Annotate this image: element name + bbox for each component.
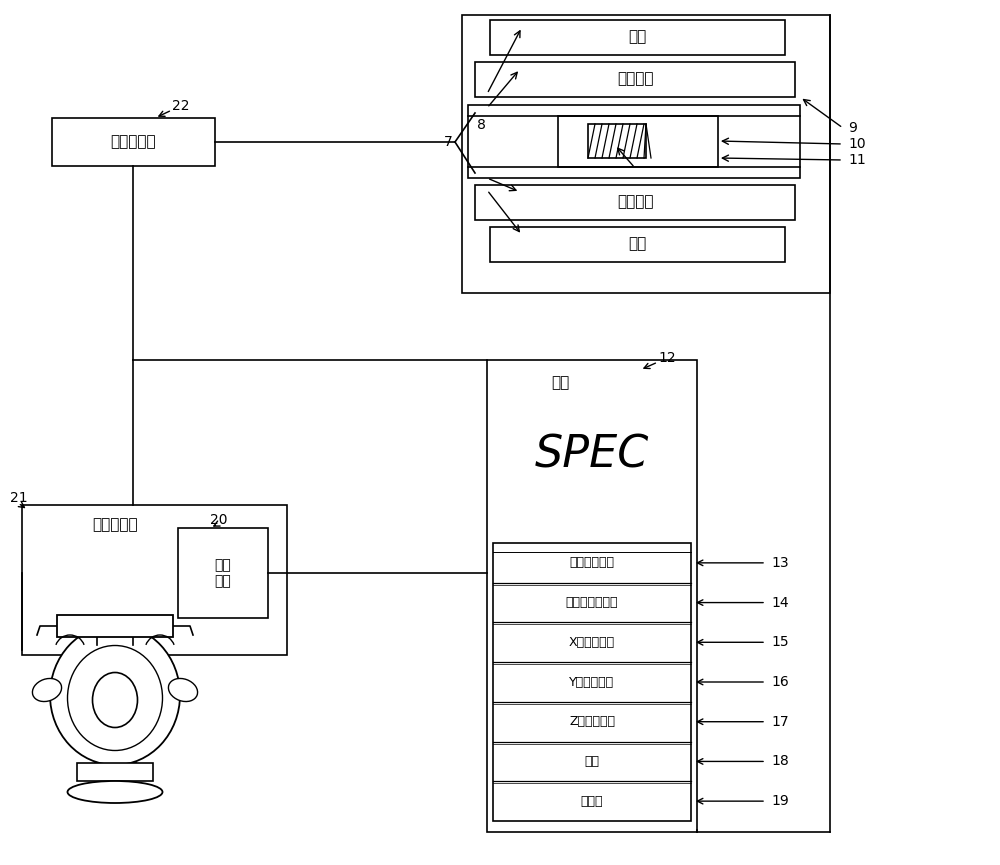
Text: 磁体: 磁体 (628, 236, 646, 252)
Text: 磁体: 磁体 (628, 29, 646, 44)
Text: 水冷机: 水冷机 (581, 795, 603, 808)
Text: 梯度线圈: 梯度线圈 (617, 195, 653, 209)
Bar (493, 543, 691, 821)
Text: 梯度线圈: 梯度线圈 (617, 72, 653, 86)
Text: SPEC: SPEC (535, 433, 649, 477)
Text: 16: 16 (771, 675, 789, 689)
Text: 15: 15 (771, 635, 789, 650)
Bar (475, 62, 795, 97)
Text: 前置放大器: 前置放大器 (110, 134, 156, 150)
Bar (57, 615, 173, 637)
Text: 7: 7 (444, 135, 453, 149)
Text: 电源: 电源 (584, 755, 600, 768)
Text: 显示与操作: 显示与操作 (92, 517, 138, 533)
Text: 13: 13 (771, 556, 789, 570)
Bar (490, 227, 785, 262)
Bar (490, 20, 785, 55)
Text: 21: 21 (10, 491, 28, 505)
Text: 22: 22 (172, 99, 190, 113)
Text: 17: 17 (771, 714, 789, 728)
Ellipse shape (32, 678, 62, 702)
Ellipse shape (168, 678, 198, 702)
Ellipse shape (126, 620, 140, 630)
Text: 9: 9 (848, 121, 857, 135)
Bar (588, 124, 646, 158)
Text: 机箱: 机箱 (551, 375, 569, 390)
Text: Z梯度放大器: Z梯度放大器 (569, 715, 615, 728)
Text: 11: 11 (848, 153, 866, 167)
Ellipse shape (90, 620, 104, 630)
Text: X梯度放大器: X梯度放大器 (569, 636, 615, 649)
Bar (52, 118, 215, 166)
Text: 数据
处理: 数据 处理 (215, 558, 231, 588)
Bar (558, 116, 718, 167)
Ellipse shape (92, 672, 138, 727)
Bar (475, 185, 795, 220)
Ellipse shape (68, 645, 162, 751)
Text: 10: 10 (848, 137, 866, 151)
Text: 14: 14 (771, 596, 789, 610)
Text: 核磁共振谱仪: 核磁共振谱仪 (570, 556, 614, 569)
Text: 20: 20 (210, 513, 228, 527)
Text: 12: 12 (658, 351, 676, 365)
Bar (487, 360, 697, 832)
Text: 18: 18 (771, 754, 789, 768)
Text: 8: 8 (477, 118, 486, 132)
Text: 射频功率放大器: 射频功率放大器 (566, 596, 618, 609)
Bar (77, 763, 153, 781)
Text: 19: 19 (771, 794, 789, 808)
Text: Y梯度放大器: Y梯度放大器 (569, 676, 615, 689)
Ellipse shape (50, 625, 180, 765)
Ellipse shape (68, 781, 162, 803)
Bar (468, 105, 800, 178)
Bar (462, 15, 830, 293)
Bar (22, 505, 287, 655)
Bar (178, 528, 268, 618)
